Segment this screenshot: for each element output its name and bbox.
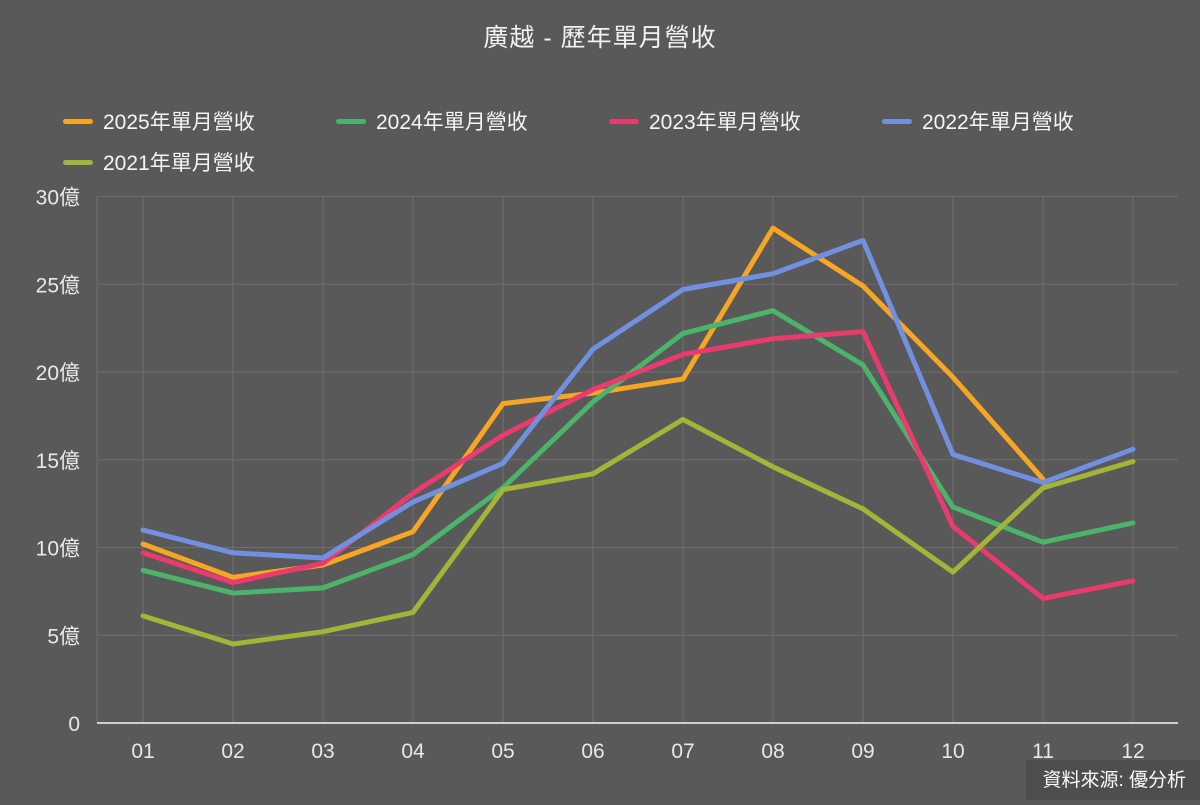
chart-title: 廣越 - 歷年單月營收: [483, 24, 717, 52]
legend-swatch-icon: [882, 118, 912, 124]
x-tick-label: 06: [581, 740, 604, 763]
series-line-2022年單月營收: [140, 237, 1136, 561]
x-tick-label: 08: [761, 740, 784, 763]
x-tick-label: 05: [491, 740, 514, 763]
y-tick-label: 10億: [36, 538, 80, 561]
y-tick-label: 5億: [47, 625, 80, 648]
legend-item-2023年單月營收[interactable]: 2023年單月營收: [609, 106, 882, 136]
y-tick-label: 25億: [36, 274, 80, 297]
source-note: 資料來源: 優分析: [1026, 760, 1200, 800]
legend-label: 2021年單月營收: [103, 152, 255, 175]
series-line-2021年單月營收: [140, 416, 1136, 647]
y-tick-label: 20億: [36, 362, 80, 385]
x-tick-label: 10: [941, 740, 964, 763]
x-tick-label: 12: [1121, 740, 1144, 763]
series-line-2023年單月營收: [140, 329, 1136, 601]
legend-label: 2024年單月營收: [376, 111, 528, 134]
legend-label: 2022年單月營收: [922, 111, 1074, 134]
legend-swatch-icon: [609, 118, 639, 124]
x-tick-label: 02: [221, 740, 244, 763]
legend-label: 2023年單月營收: [649, 111, 801, 134]
legend-swatch-icon: [63, 118, 93, 124]
x-tick-label: 03: [311, 740, 334, 763]
legend-swatch-icon: [63, 159, 93, 165]
chart-legend: 2025年單月營收 2024年單月營收 2023年單月營收 2022年單月營收 2021…: [63, 106, 1178, 177]
x-tick-label: 11: [1032, 740, 1054, 763]
y-tick-label: 30億: [36, 187, 80, 210]
x-tick-label: 07: [671, 740, 694, 763]
series-line-2024年單月營收: [140, 308, 1136, 596]
y-tick-label: 15億: [36, 450, 80, 473]
legend-label: 2025年單月營收: [103, 111, 255, 134]
legend-item-2022年單月營收[interactable]: 2022年單月營收: [882, 106, 1155, 136]
x-tick-label: 01: [131, 740, 154, 763]
legend-item-2025年單月營收[interactable]: 2025年單月營收: [63, 106, 336, 136]
x-tick-label: 04: [401, 740, 425, 763]
legend-item-2021年單月營收[interactable]: 2021年單月營收: [63, 147, 336, 177]
legend-item-2024年單月營收[interactable]: 2024年單月營收: [336, 106, 609, 136]
legend-swatch-icon: [336, 118, 366, 124]
x-tick-label: 09: [851, 740, 874, 763]
y-tick-label: 0: [68, 713, 80, 736]
